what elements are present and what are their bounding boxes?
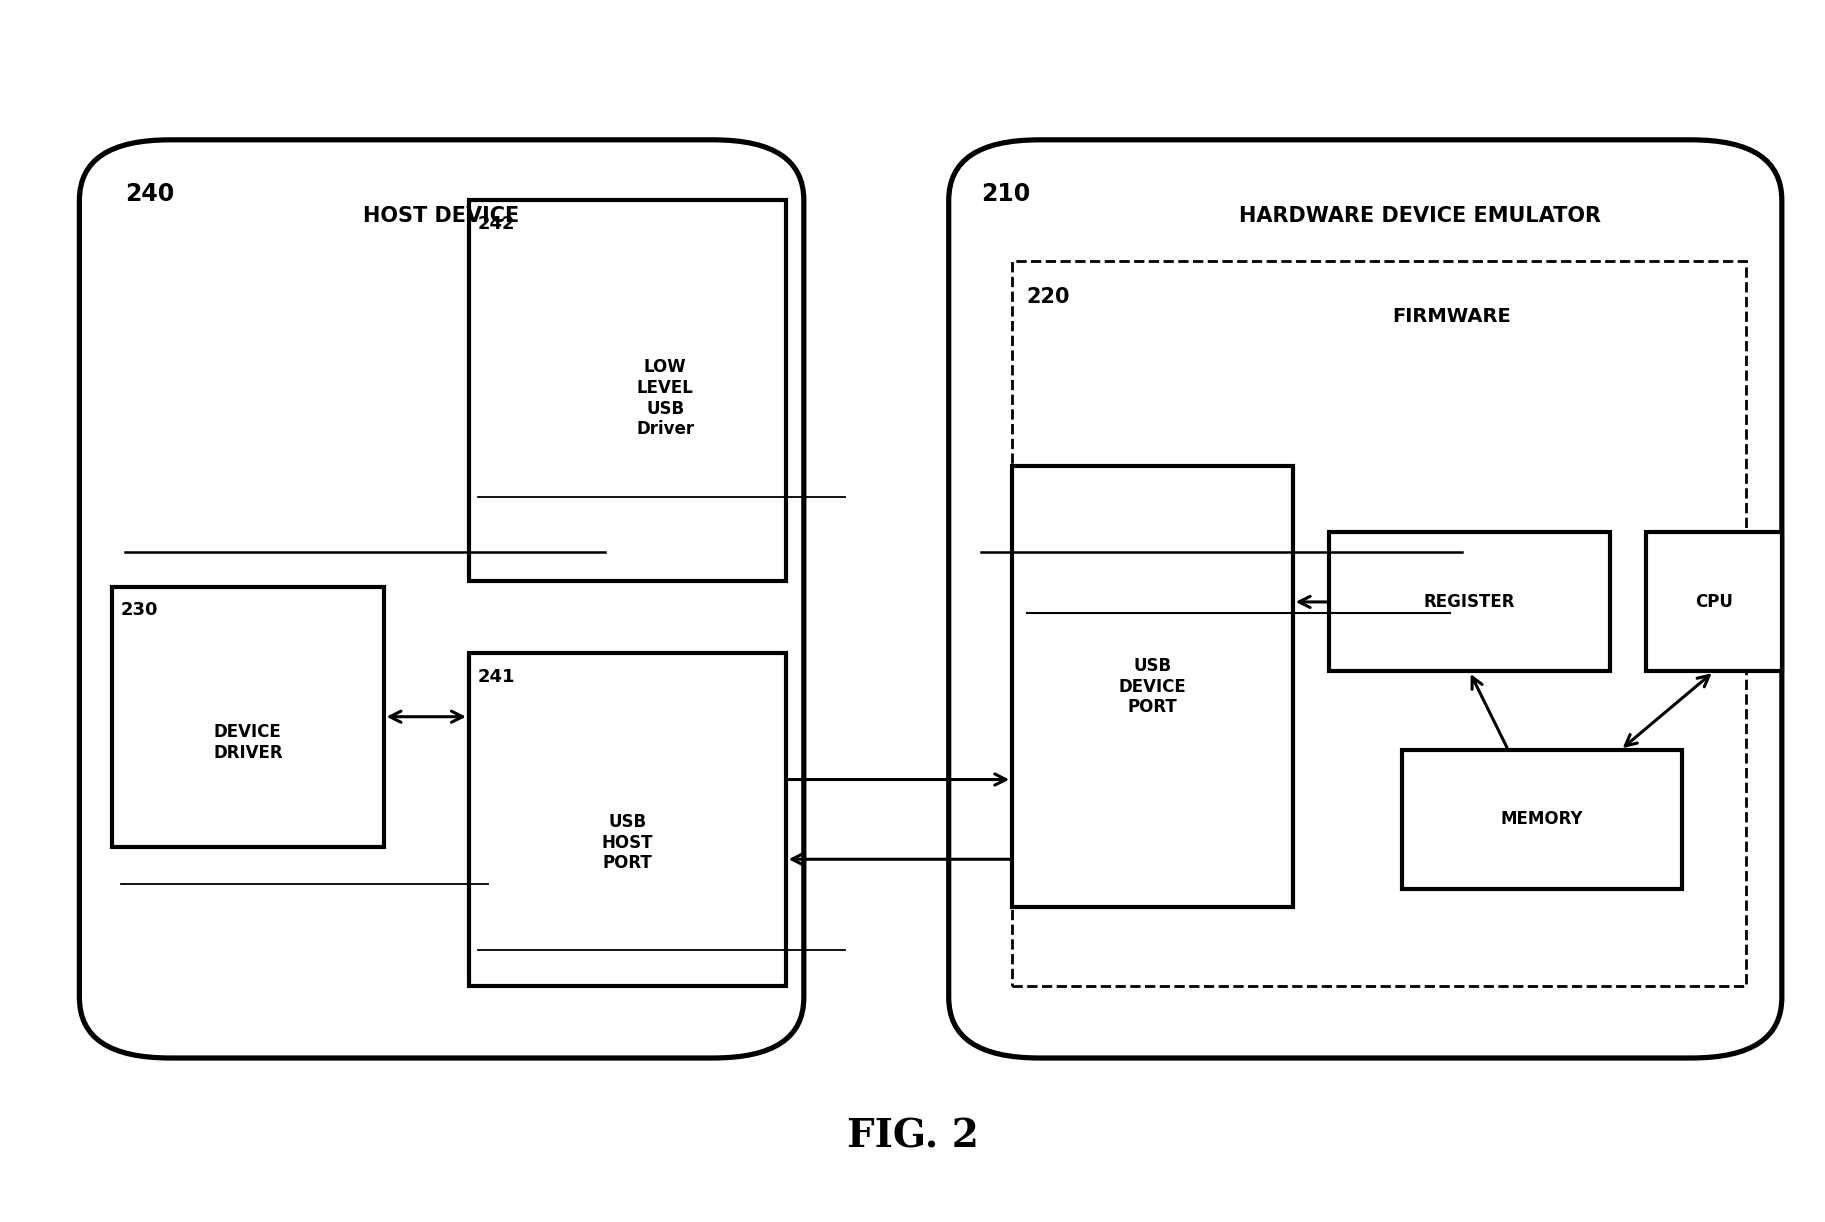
Bar bbox=[1013, 466, 1292, 907]
Text: HARDWARE DEVICE EMULATOR: HARDWARE DEVICE EMULATOR bbox=[1239, 207, 1601, 226]
Text: USB
DEVICE
PORT: USB DEVICE PORT bbox=[1119, 656, 1186, 716]
FancyBboxPatch shape bbox=[949, 139, 1781, 1058]
Text: CPU: CPU bbox=[1695, 593, 1734, 611]
Text: 241: 241 bbox=[478, 667, 515, 686]
Text: DEVICE
DRIVER: DEVICE DRIVER bbox=[214, 723, 283, 763]
Bar bbox=[469, 654, 787, 985]
Text: 240: 240 bbox=[124, 182, 173, 207]
Text: HOST DEVICE: HOST DEVICE bbox=[363, 207, 520, 226]
Text: MEMORY: MEMORY bbox=[1500, 810, 1582, 829]
Text: 220: 220 bbox=[1027, 287, 1069, 307]
FancyBboxPatch shape bbox=[80, 139, 803, 1058]
Text: USB
HOST
PORT: USB HOST PORT bbox=[602, 813, 653, 873]
Text: 210: 210 bbox=[982, 182, 1031, 207]
Bar bbox=[1013, 260, 1745, 985]
Text: REGISTER: REGISTER bbox=[1424, 593, 1515, 611]
Bar bbox=[1329, 533, 1610, 671]
Bar bbox=[111, 587, 383, 847]
Bar bbox=[469, 200, 787, 580]
Text: 242: 242 bbox=[478, 215, 515, 232]
Bar bbox=[1646, 533, 1781, 671]
Text: LOW
LEVEL
USB
Driver: LOW LEVEL USB Driver bbox=[637, 358, 694, 439]
Bar bbox=[1402, 750, 1683, 888]
Text: FIRMWARE: FIRMWARE bbox=[1392, 307, 1511, 325]
Text: 230: 230 bbox=[120, 601, 159, 620]
Text: FIG. 2: FIG. 2 bbox=[847, 1118, 978, 1156]
